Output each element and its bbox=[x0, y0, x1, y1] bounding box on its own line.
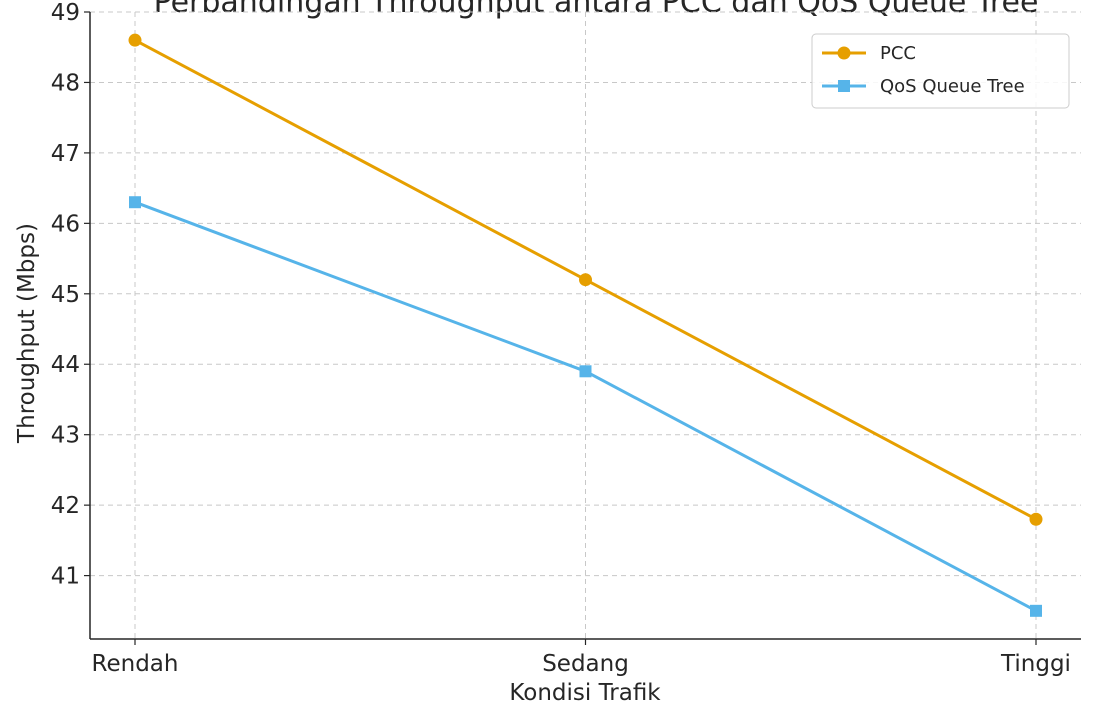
y-tick-label: 48 bbox=[51, 70, 80, 96]
x-tick-label: Rendah bbox=[92, 651, 179, 677]
legend-marker-circle bbox=[837, 46, 851, 60]
data-point-circle bbox=[1029, 512, 1043, 526]
legend-label: QoS Queue Tree bbox=[880, 76, 1025, 97]
grid-lines bbox=[90, 11, 1081, 639]
y-tick-label: 42 bbox=[51, 493, 80, 519]
series-qos-queue-tree bbox=[129, 196, 1042, 617]
data-point-circle bbox=[579, 273, 592, 287]
y-tick-label: 43 bbox=[51, 423, 80, 449]
y-tick-label: 45 bbox=[51, 282, 80, 308]
legend: PCC QoS Queue Tree bbox=[811, 33, 1070, 109]
series-layer bbox=[128, 33, 1043, 617]
series-line bbox=[134, 200, 1037, 613]
y-tick-label: 46 bbox=[51, 211, 80, 237]
y-axis-title: Throughput (Mbps) bbox=[14, 223, 40, 444]
y-tick-label: 44 bbox=[51, 352, 80, 378]
x-tick-label: Tinggi bbox=[1000, 651, 1071, 677]
legend-entry: QoS Queue Tree bbox=[822, 76, 1025, 97]
x-tick-label: Sedang bbox=[542, 651, 629, 677]
y-tick-label: 47 bbox=[51, 141, 80, 167]
chart-title: Perbandingan Throughput antara PCC dan Q… bbox=[154, 0, 1039, 20]
legend-label: PCC bbox=[880, 43, 916, 64]
data-point-circle bbox=[128, 33, 142, 47]
legend-marker-square bbox=[838, 80, 850, 92]
axes: 41 42 43 44 45 46 47 48 49 Rendah Sedang Tinggi bbox=[51, 0, 1081, 677]
data-point-square bbox=[129, 196, 141, 209]
series-pcc bbox=[128, 33, 1043, 526]
legend-entry: PCC bbox=[822, 43, 916, 64]
data-point-square bbox=[579, 365, 592, 378]
data-point-square bbox=[1030, 604, 1042, 617]
x-axis-title: Kondisi Trafik bbox=[509, 680, 661, 706]
y-tick-label: 49 bbox=[51, 0, 80, 26]
y-tick-label: 41 bbox=[51, 564, 80, 590]
legend-box bbox=[811, 33, 1070, 109]
